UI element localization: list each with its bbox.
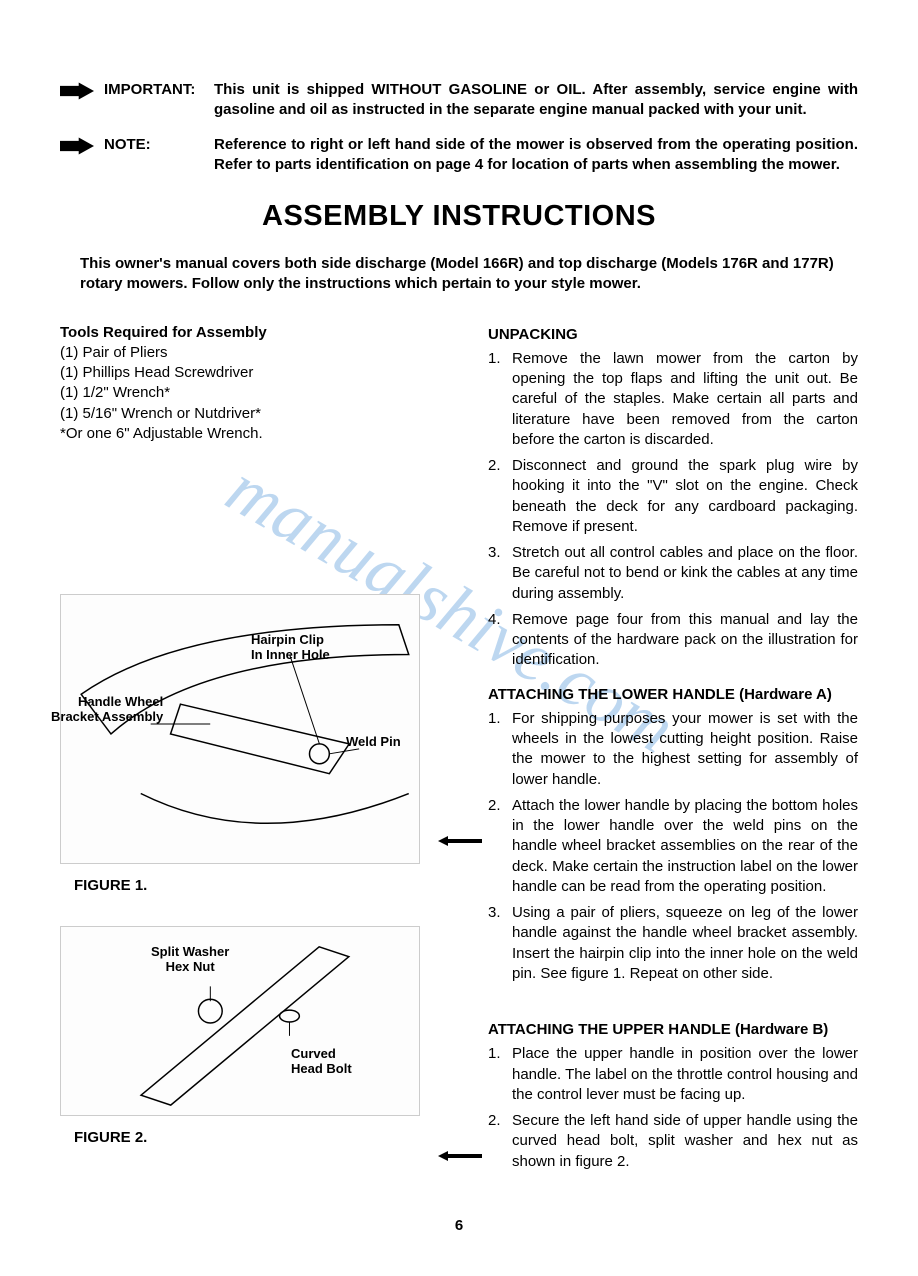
step-number: 4. [488, 610, 512, 671]
step-number: 1. [488, 709, 512, 790]
arrow-left-icon [438, 836, 482, 846]
callout-washer: Split Washer Hex Nut [151, 945, 229, 975]
callout-hairpin: Hairpin Clip In Inner Hole [251, 633, 330, 663]
step-text: Disconnect and ground the spark plug wir… [512, 456, 858, 537]
step-number: 2. [488, 456, 512, 537]
tool-item: (1) 5/16" Wrench or Nutdriver* [60, 404, 460, 424]
intro-paragraph: This owner's manual covers both side dis… [80, 254, 838, 295]
step-number: 3. [488, 543, 512, 604]
tool-item: (1) Pair of Pliers [60, 343, 460, 363]
arrow-right-icon [60, 82, 94, 100]
lower-handle-heading: ATTACHING THE LOWER HANDLE (Hardware A) [488, 685, 858, 705]
callout-weld: Weld Pin [346, 735, 401, 750]
upper-handle-steps: 1.Place the upper handle in position ove… [488, 1044, 858, 1172]
step-text: Place the upper handle in position over … [512, 1044, 858, 1105]
note-text: Reference to right or left hand side of … [214, 135, 858, 176]
step-text-inner: Attach the lower handle by placing the b… [512, 797, 858, 895]
important-note-row: IMPORTANT: This unit is shipped WITHOUT … [60, 80, 858, 121]
page-number: 6 [60, 1216, 858, 1236]
step-number: 1. [488, 349, 512, 450]
callout-bracket: Handle Wheel Bracket Assembly [51, 695, 163, 725]
lower-handle-steps: 1.For shipping purposes your mower is se… [488, 709, 858, 984]
step-number: 3. [488, 903, 512, 984]
step-number: 2. [488, 1111, 512, 1172]
step-text-inner: Secure the left hand side of upper handl… [512, 1112, 858, 1170]
note-row: NOTE: Reference to right or left hand si… [60, 135, 858, 176]
step-number: 2. [488, 796, 512, 897]
arrow-right-icon [60, 137, 94, 155]
figure-1-svg [61, 595, 419, 863]
upper-handle-heading: ATTACHING THE UPPER HANDLE (Hardware B) [488, 1020, 858, 1040]
important-text: This unit is shipped WITHOUT GASOLINE or… [214, 80, 858, 121]
step-text: Remove page four from this manual and la… [512, 610, 858, 671]
callout-bolt: Curved Head Bolt [291, 1047, 352, 1077]
figure-2-svg [61, 927, 419, 1115]
important-label: IMPORTANT: [104, 80, 214, 100]
figure-1-label: FIGURE 1. [74, 876, 460, 896]
page-title: ASSEMBLY INSTRUCTIONS [60, 197, 858, 236]
tool-item: (1) 1/2" Wrench* [60, 383, 460, 403]
tool-item: (1) Phillips Head Screwdriver [60, 363, 460, 383]
figure-1-diagram: Hairpin Clip In Inner Hole Handle Wheel … [60, 594, 420, 864]
tool-item: *Or one 6" Adjustable Wrench. [60, 424, 460, 444]
step-text: Secure the left hand side of upper handl… [512, 1111, 858, 1172]
figure-2-diagram: Split Washer Hex Nut Curved Head Bolt [60, 926, 420, 1116]
step-number: 1. [488, 1044, 512, 1105]
unpacking-steps: 1.Remove the lawn mower from the carton … [488, 349, 858, 671]
step-text: Remove the lawn mower from the carton by… [512, 349, 858, 450]
step-text: Attach the lower handle by placing the b… [512, 796, 858, 897]
unpacking-heading: UNPACKING [488, 325, 858, 345]
step-text: Using a pair of pliers, squeeze on leg o… [512, 903, 858, 984]
note-label: NOTE: [104, 135, 214, 155]
figure-2-label: FIGURE 2. [74, 1128, 460, 1148]
arrow-left-icon [438, 1151, 482, 1161]
step-text: For shipping purposes your mower is set … [512, 709, 858, 790]
step-text: Stretch out all control cables and place… [512, 543, 858, 604]
tools-heading: Tools Required for Assembly [60, 323, 460, 343]
